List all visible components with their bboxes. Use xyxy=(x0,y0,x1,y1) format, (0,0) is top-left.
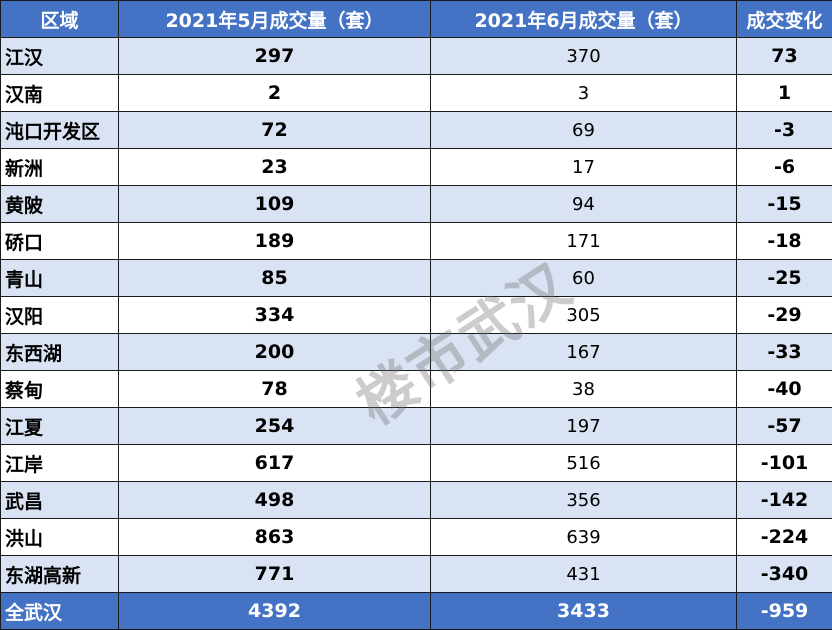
table-row: 蔡甸 78 38 -40 xyxy=(0,370,832,408)
change-cell: -340 xyxy=(736,555,832,593)
total-june: 3433 xyxy=(430,592,737,630)
region-cell: 黄陂 xyxy=(0,185,119,223)
may-cell: 189 xyxy=(118,222,431,260)
may-cell: 200 xyxy=(118,333,431,371)
change-cell: -33 xyxy=(736,333,832,371)
change-cell: -40 xyxy=(736,370,832,408)
region-cell: 江岸 xyxy=(0,444,119,482)
june-cell: 370 xyxy=(430,37,737,75)
may-cell: 297 xyxy=(118,37,431,75)
june-cell: 3 xyxy=(430,74,737,112)
change-cell: -3 xyxy=(736,111,832,149)
table-body: 江汉 297 370 73 汉南 2 3 1 沌口开发区 72 69 -3 新洲 23 17 -6 黄陂 109 9… xyxy=(0,37,832,593)
region-cell: 东湖高新 xyxy=(0,555,119,593)
june-cell: 197 xyxy=(430,407,737,445)
may-cell: 109 xyxy=(118,185,431,223)
region-cell: 沌口开发区 xyxy=(0,111,119,149)
may-cell: 863 xyxy=(118,518,431,556)
region-cell: 汉南 xyxy=(0,74,119,112)
table-row: 汉南 2 3 1 xyxy=(0,74,832,112)
june-cell: 17 xyxy=(430,148,737,186)
may-cell: 2 xyxy=(118,74,431,112)
table-row: 东湖高新 771 431 -340 xyxy=(0,555,832,593)
region-cell: 汉阳 xyxy=(0,296,119,334)
june-cell: 431 xyxy=(430,555,737,593)
change-cell: 73 xyxy=(736,37,832,75)
change-cell: -142 xyxy=(736,481,832,519)
june-cell: 167 xyxy=(430,333,737,371)
june-cell: 69 xyxy=(430,111,737,149)
table-row: 东西湖 200 167 -33 xyxy=(0,333,832,371)
june-cell: 516 xyxy=(430,444,737,482)
region-cell: 江夏 xyxy=(0,407,119,445)
table-row: 黄陂 109 94 -15 xyxy=(0,185,832,223)
region-cell: 东西湖 xyxy=(0,333,119,371)
total-region: 全武汉 xyxy=(0,592,119,630)
june-cell: 38 xyxy=(430,370,737,408)
table-row: 江夏 254 197 -57 xyxy=(0,407,832,445)
may-cell: 771 xyxy=(118,555,431,593)
table-row: 洪山 863 639 -224 xyxy=(0,518,832,556)
change-cell: -18 xyxy=(736,222,832,260)
region-cell: 洪山 xyxy=(0,518,119,556)
table-header: 区域 2021年5月成交量（套） 2021年6月成交量（套） 成交变化 xyxy=(0,0,832,38)
june-cell: 639 xyxy=(430,518,737,556)
may-cell: 334 xyxy=(118,296,431,334)
may-cell: 617 xyxy=(118,444,431,482)
total-row: 全武汉 4392 3433 -959 xyxy=(0,592,832,630)
total-change: -959 xyxy=(736,592,832,630)
change-cell: 1 xyxy=(736,74,832,112)
june-cell: 171 xyxy=(430,222,737,260)
june-cell: 356 xyxy=(430,481,737,519)
header-june: 2021年6月成交量（套） xyxy=(430,0,737,38)
table-row: 硚口 189 171 -18 xyxy=(0,222,832,260)
table-row: 江岸 617 516 -101 xyxy=(0,444,832,482)
june-cell: 60 xyxy=(430,259,737,297)
may-cell: 78 xyxy=(118,370,431,408)
june-cell: 305 xyxy=(430,296,737,334)
total-may: 4392 xyxy=(118,592,431,630)
table-row: 青山 85 60 -25 xyxy=(0,259,832,297)
may-cell: 254 xyxy=(118,407,431,445)
change-cell: -15 xyxy=(736,185,832,223)
table-row: 江汉 297 370 73 xyxy=(0,37,832,75)
region-cell: 硚口 xyxy=(0,222,119,260)
region-cell: 新洲 xyxy=(0,148,119,186)
header-region: 区域 xyxy=(0,0,119,38)
region-cell: 青山 xyxy=(0,259,119,297)
may-cell: 85 xyxy=(118,259,431,297)
change-cell: -29 xyxy=(736,296,832,334)
table-row: 沌口开发区 72 69 -3 xyxy=(0,111,832,149)
region-cell: 武昌 xyxy=(0,481,119,519)
region-cell: 江汉 xyxy=(0,37,119,75)
change-cell: -57 xyxy=(736,407,832,445)
header-may: 2021年5月成交量（套） xyxy=(118,0,431,38)
region-cell: 蔡甸 xyxy=(0,370,119,408)
may-cell: 23 xyxy=(118,148,431,186)
header-change: 成交变化 xyxy=(736,0,832,38)
change-cell: -25 xyxy=(736,259,832,297)
may-cell: 498 xyxy=(118,481,431,519)
table-row: 武昌 498 356 -142 xyxy=(0,481,832,519)
header-row: 区域 2021年5月成交量（套） 2021年6月成交量（套） 成交变化 xyxy=(0,0,832,38)
change-cell: -6 xyxy=(736,148,832,186)
change-cell: -101 xyxy=(736,444,832,482)
table-row: 新洲 23 17 -6 xyxy=(0,148,832,186)
table-row: 汉阳 334 305 -29 xyxy=(0,296,832,334)
table-footer: 全武汉 4392 3433 -959 xyxy=(0,592,832,630)
may-cell: 72 xyxy=(118,111,431,149)
june-cell: 94 xyxy=(430,185,737,223)
change-cell: -224 xyxy=(736,518,832,556)
